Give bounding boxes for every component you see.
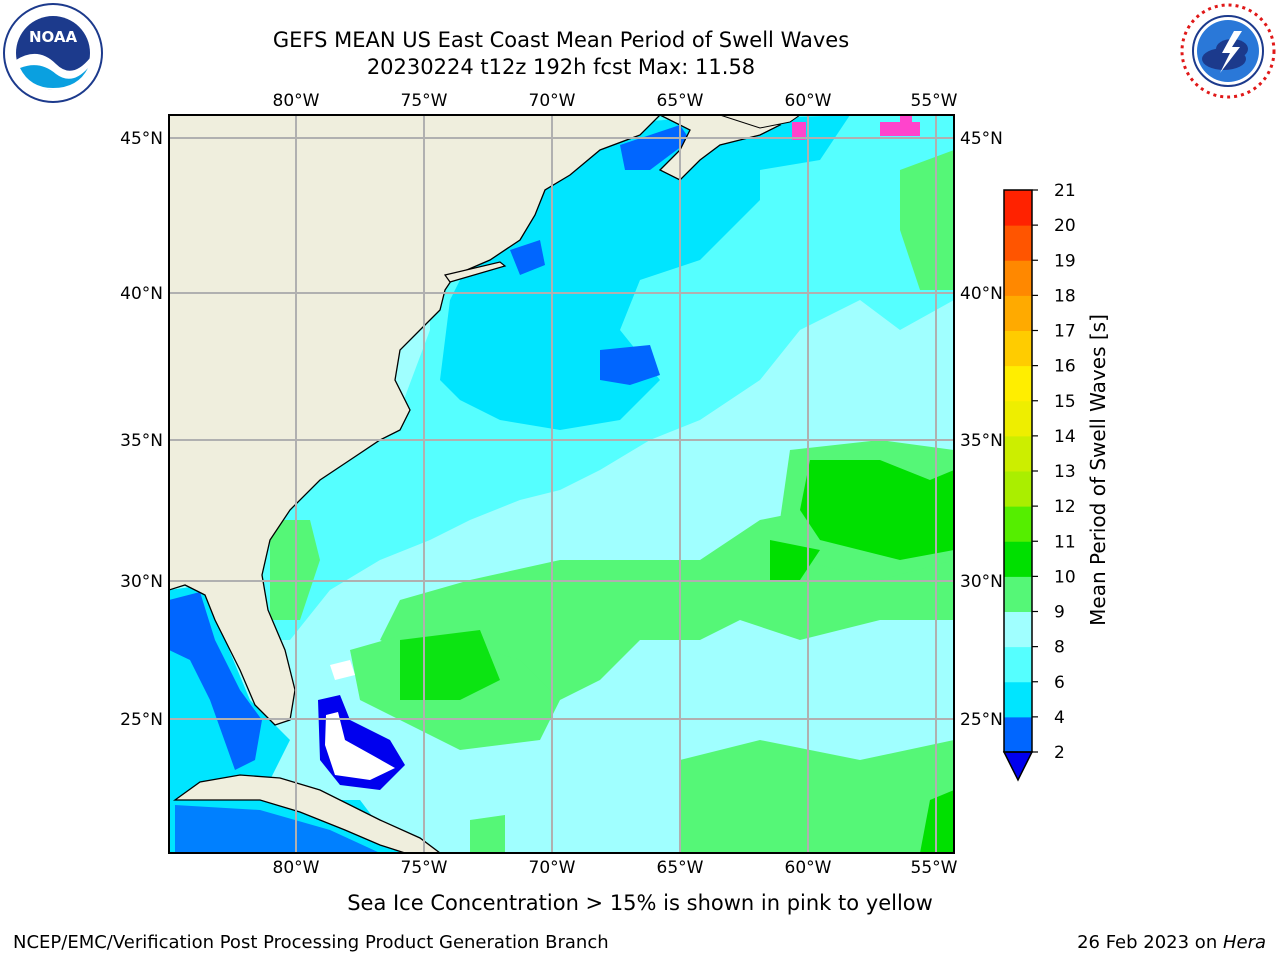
lon-label: 60°W: [785, 91, 832, 111]
page-title: GEFS MEAN US East Coast Mean Period of S…: [272, 28, 850, 52]
lon-label: 65°W: [657, 91, 704, 111]
colorbar-tick-label: 12: [1054, 497, 1076, 517]
lon-label: 75°W: [401, 91, 448, 111]
page-subtitle: 20230224 t12z 192h fcst Max: 11.58: [366, 55, 756, 79]
lon-label: 65°W: [657, 858, 704, 878]
lat-labels-left: 45°N 40°N 35°N 30°N 25°N: [120, 129, 163, 730]
colorbar-tick-label: 21: [1054, 181, 1076, 201]
colorbar-segment: [1004, 365, 1032, 402]
sea-ice-marker-c: [900, 116, 912, 126]
lat-labels-right: 45°N 40°N 35°N 30°N 25°N: [960, 129, 1003, 730]
footer-credit: NCEP/EMC/Verification Post Processing Pr…: [13, 932, 609, 953]
sea-ice-note: Sea Ice Concentration > 15% is shown in …: [347, 891, 933, 915]
ocean-band-9-10-south: [680, 740, 954, 853]
colorbar-segment: [1004, 400, 1032, 437]
land-us-east-coast: [169, 115, 661, 726]
map-gridlines: [169, 115, 954, 853]
caribbean-band-9-10: [470, 815, 505, 853]
colorbar-segment: [1004, 611, 1032, 648]
colorbar: 2 4 6 8 9 10 11 12 13 14 15 16 17 18 19 20 21: [1002, 181, 1076, 782]
colorbar-segment: [1004, 716, 1032, 753]
colorbar-segment: [1004, 435, 1032, 472]
sea-ice-marker-a: [792, 122, 806, 140]
colorbar-segment: [1004, 541, 1032, 577]
land-long-island: [443, 261, 507, 283]
ocean-band-10-11-east: [800, 460, 954, 560]
colorbar-tick-label: 20: [1054, 216, 1076, 236]
lon-labels-bottom: 80°W 75°W 70°W 65°W 60°W 55°W: [273, 858, 958, 878]
little-bahama-bank: [330, 660, 355, 680]
colorbar-under-arrow: [1002, 751, 1034, 782]
colorbar-tick-label: 9: [1054, 603, 1065, 623]
lat-label: 45°N: [960, 129, 1003, 149]
colorbar-segment: [1004, 330, 1032, 367]
ocean-band-2-4-a: [600, 345, 660, 385]
colorbar-segment: [1004, 295, 1032, 331]
footer-date: 26 Feb 2023 on: [1077, 932, 1223, 953]
colorbar-tick-label: 4: [1054, 708, 1065, 728]
ocean-band-2-4-b: [620, 125, 690, 170]
lon-label: 55°W: [911, 858, 958, 878]
colorbar-segment: [1004, 646, 1032, 683]
lat-label: 35°N: [120, 431, 163, 451]
colorbar-tick-label: 2: [1054, 743, 1065, 763]
footer-machine: Hera: [1222, 932, 1266, 953]
lon-labels-top: 80°W 75°W 70°W 65°W 60°W 55°W: [273, 91, 958, 111]
colorbar-segment: [1004, 260, 1032, 296]
lat-label: 30°N: [960, 572, 1003, 592]
lat-label: 45°N: [120, 129, 163, 149]
noaa-logo-icon: NOAA: [2, 2, 104, 104]
lon-label: 60°W: [785, 858, 832, 878]
colorbar-tick-label: 13: [1054, 462, 1076, 482]
lat-label: 30°N: [120, 572, 163, 592]
colorbar-segment: [1004, 190, 1032, 226]
colorbar-segment: [1004, 471, 1032, 507]
ocean-band-2-4-c: [510, 240, 545, 275]
lon-label: 70°W: [529, 91, 576, 111]
ocean-band-9-10-ne: [900, 150, 954, 290]
colorbar-tick-label: 10: [1054, 567, 1076, 587]
lon-label: 80°W: [273, 858, 320, 878]
land-cuba: [172, 774, 442, 853]
footer-date-block: 26 Feb 2023 on Hera: [1077, 932, 1266, 953]
lon-label: 70°W: [529, 858, 576, 878]
gulf-band-2-4: [169, 592, 262, 770]
colorbar-segment: [1004, 225, 1032, 261]
colorbar-tick-label: 11: [1054, 532, 1076, 552]
land-cape-breton: [719, 115, 801, 129]
swell-period-map: [169, 115, 954, 853]
colorbar-tick-label: 17: [1054, 322, 1076, 342]
lon-label: 55°W: [911, 91, 958, 111]
colorbar-tick-label: 6: [1054, 673, 1065, 693]
lat-label: 40°N: [960, 284, 1003, 304]
caribbean-band-2-4: [175, 805, 380, 853]
colorbar-tick-label: 19: [1054, 251, 1076, 271]
colorbar-segment: [1004, 506, 1032, 542]
colorbar-tick-label: 14: [1054, 427, 1076, 447]
colorbar-tick-label: 16: [1054, 357, 1076, 377]
colorbar-tick-label: 8: [1054, 638, 1065, 658]
lon-label: 80°W: [273, 91, 320, 111]
map-frame: [168, 114, 955, 854]
lat-label: 25°N: [120, 710, 163, 730]
lat-label: 25°N: [960, 710, 1003, 730]
colorbar-segment: [1004, 576, 1032, 612]
colorbar-tick-label: 18: [1054, 286, 1076, 306]
colorbar-segment: [1004, 681, 1032, 718]
colorbar-tick-label: 15: [1054, 392, 1076, 412]
noaa-logo-text: NOAA: [29, 28, 78, 46]
lat-label: 40°N: [120, 284, 163, 304]
colorbar-label: Mean Period of Swell Waves [s]: [1086, 314, 1110, 626]
lon-label: 75°W: [401, 858, 448, 878]
national-weather-service-logo-icon: [1178, 1, 1278, 101]
bahamas-shallow-bank: [325, 712, 395, 780]
lat-label: 35°N: [960, 431, 1003, 451]
